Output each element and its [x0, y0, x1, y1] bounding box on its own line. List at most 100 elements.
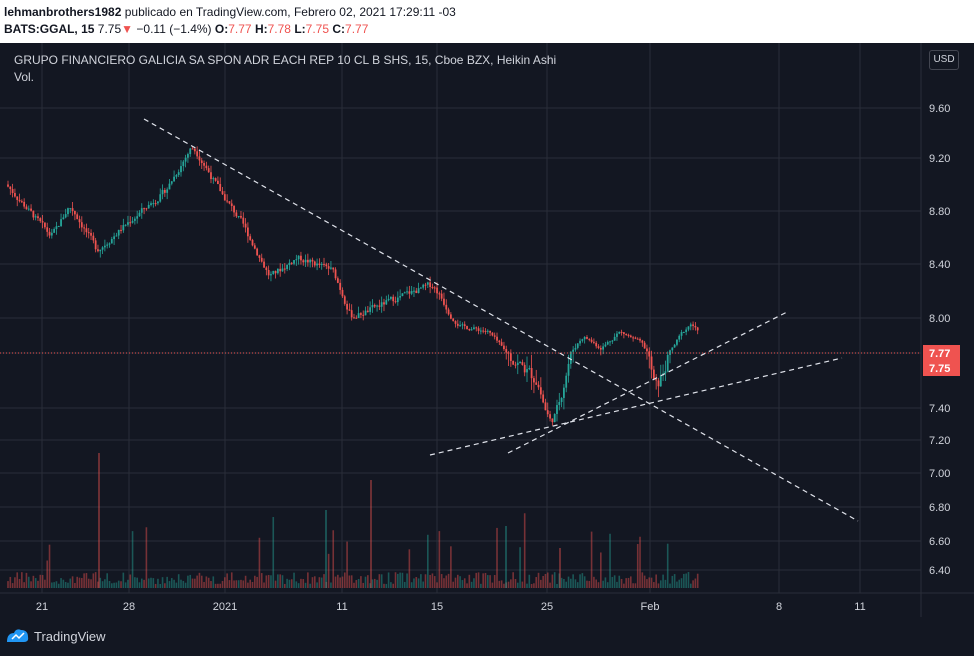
volume-bar	[272, 517, 275, 588]
volume-bar	[71, 576, 74, 588]
author-name[interactable]: lehmanbrothers1982	[4, 5, 122, 19]
candle	[25, 206, 28, 210]
x-tick-label: 11	[336, 601, 347, 613]
candle	[595, 342, 598, 347]
volume-bar	[526, 583, 528, 588]
volume-bar	[23, 582, 25, 588]
candle	[327, 266, 330, 269]
volume-bar	[565, 581, 568, 588]
volume-bar	[641, 572, 644, 588]
volume-bar	[313, 576, 316, 588]
candle	[163, 189, 166, 193]
candle	[80, 222, 83, 228]
candle	[574, 347, 577, 350]
candle	[563, 387, 565, 398]
volume-bar	[48, 544, 51, 588]
volume-bar	[106, 573, 108, 588]
candle	[150, 203, 152, 205]
volume-bar	[85, 573, 88, 588]
candle	[579, 340, 581, 344]
volume-bar	[380, 574, 383, 588]
volume-bar	[657, 583, 660, 588]
candle	[581, 339, 584, 341]
volume-bar	[523, 513, 526, 588]
volume-bar	[556, 583, 558, 588]
volume-bar	[76, 576, 78, 588]
volume-bar	[417, 578, 420, 588]
candle	[353, 317, 355, 319]
volume-bar	[369, 583, 371, 588]
candle	[233, 205, 235, 213]
volume-bar	[503, 583, 505, 588]
volume-bar	[18, 578, 21, 588]
volume-bar	[113, 582, 115, 588]
volume-bar	[692, 580, 694, 588]
candle	[519, 362, 521, 364]
volume-bar	[92, 573, 95, 588]
candle	[189, 148, 192, 155]
candle	[297, 255, 300, 260]
candle	[530, 368, 533, 379]
candle	[200, 160, 203, 164]
volume-bar	[320, 577, 323, 588]
candle	[103, 245, 106, 248]
candle	[648, 351, 651, 357]
volume-bar	[87, 578, 90, 588]
volume-bar	[290, 579, 293, 588]
volume-bar	[486, 575, 489, 588]
volume-bar	[131, 531, 134, 588]
candle	[205, 165, 208, 169]
y-tick-label: 6.80	[929, 502, 950, 514]
candle	[456, 323, 459, 326]
volume-bar	[429, 574, 431, 588]
y-tick-label: 8.40	[929, 259, 950, 271]
candle	[424, 284, 427, 286]
candle	[76, 214, 79, 220]
candle	[286, 265, 289, 270]
volume-bar	[279, 574, 281, 588]
y-tick-label: 9.20	[929, 153, 950, 165]
candle	[403, 292, 406, 294]
currency-button[interactable]: USD	[929, 50, 959, 70]
volume-bar	[678, 579, 681, 588]
volume-bar	[304, 582, 307, 588]
candle	[687, 326, 690, 330]
candle	[115, 235, 118, 237]
candle	[380, 302, 383, 307]
candle	[226, 200, 229, 202]
candle	[145, 208, 148, 210]
candle	[438, 293, 441, 295]
brand-name[interactable]: TradingView	[34, 629, 106, 644]
tradingview-logo-icon[interactable]	[6, 627, 30, 643]
volume-bar	[337, 574, 339, 588]
volume-bar	[477, 572, 480, 588]
candle	[11, 189, 14, 194]
candle	[436, 287, 438, 294]
volume-bar	[436, 582, 438, 588]
candle	[90, 232, 92, 236]
candle	[306, 259, 309, 263]
candle	[355, 317, 358, 319]
volume-bar	[427, 534, 429, 588]
candle	[295, 259, 298, 261]
volume-bar	[182, 580, 185, 588]
candle	[616, 333, 618, 337]
chart-panel[interactable]: 9.609.208.808.408.007.607.407.207.006.80…	[0, 43, 974, 617]
candle	[348, 309, 351, 311]
candle	[223, 194, 226, 201]
price-chart[interactable]: 9.609.208.808.408.007.607.407.207.006.80…	[0, 43, 974, 617]
volume-bar	[470, 581, 473, 588]
volume-bar	[78, 577, 81, 588]
candle	[32, 210, 35, 218]
volume-bar	[332, 530, 335, 588]
candle	[539, 387, 542, 395]
volume-bar	[124, 582, 127, 588]
candle	[191, 148, 194, 150]
volume-bar	[173, 579, 175, 588]
volume-bar	[205, 576, 208, 588]
candle	[417, 288, 420, 294]
candle	[120, 229, 122, 231]
candle	[106, 244, 109, 246]
volume-bar	[537, 572, 540, 588]
candle	[129, 222, 132, 224]
